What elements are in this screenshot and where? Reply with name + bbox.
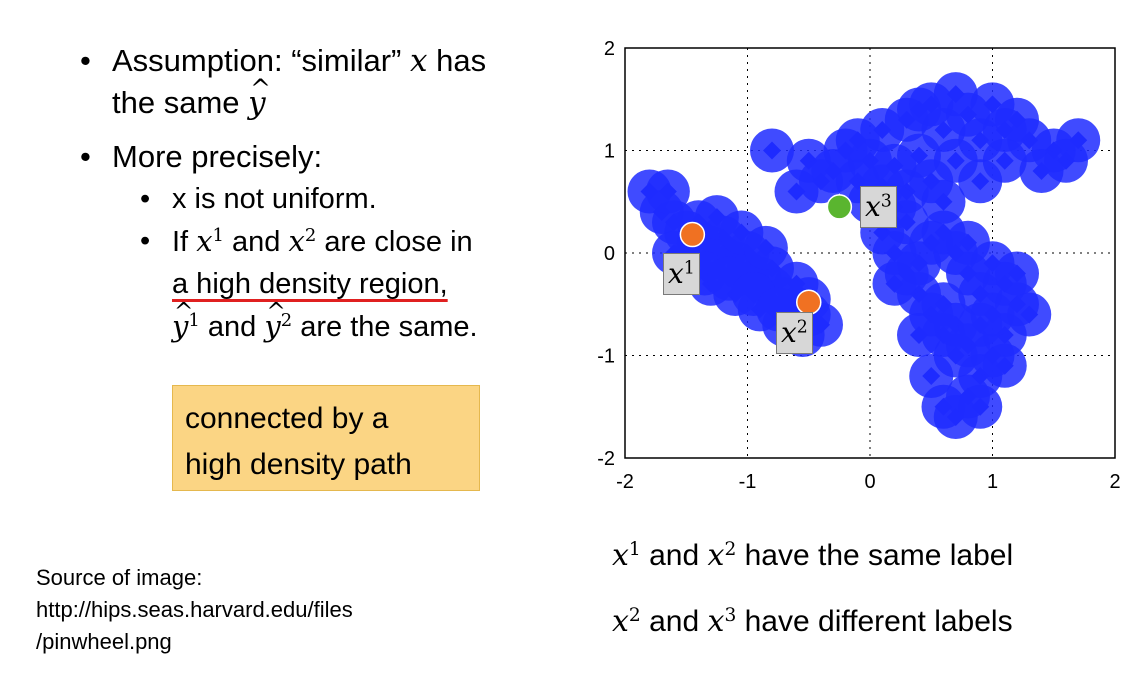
x-tick-label: 0: [864, 471, 875, 493]
density-cloud: [995, 97, 1039, 142]
assumption-line2: the same: [112, 85, 240, 120]
bullet-list: • Assumption: “similar” x has the same y…: [80, 40, 580, 348]
note-line-1: connected by a: [185, 402, 389, 435]
image-source: Source of image: http://hips.seas.harvar…: [36, 562, 353, 658]
source-label: Source of image:: [36, 565, 203, 590]
math-x2: x2: [612, 604, 641, 639]
y-tick-label: 1: [604, 141, 615, 163]
math-x: x: [410, 43, 428, 79]
caption-rest: have different labels: [744, 605, 1013, 638]
density-path-note: connected by a high density path: [172, 385, 480, 491]
source-url-line-2: /pinwheel.png: [36, 629, 172, 654]
bullet-dot: •: [80, 43, 91, 78]
density-cloud: [995, 251, 1039, 296]
x-tick-label: 1: [987, 471, 998, 493]
density-cloud: [774, 169, 819, 214]
label-x1: x1: [663, 253, 700, 295]
caption-different-labels: x2 and x3 have different labels: [612, 604, 1013, 639]
x-tick-label: 2: [1109, 471, 1120, 493]
source-url-line-1: http://hips.seas.harvard.edu/files: [36, 597, 353, 622]
density-cloud: [1019, 149, 1064, 193]
note-line-2: high density path: [185, 448, 412, 481]
math-x1: x1: [612, 538, 641, 573]
label-x3: x3: [860, 186, 897, 228]
precisely-text: More precisely:: [112, 139, 323, 174]
label-x2: x2: [776, 312, 813, 354]
x-tick-label: -1: [739, 471, 757, 493]
density-cloud: [835, 118, 880, 163]
math-x2: x2: [288, 224, 317, 258]
density-cloud: [982, 343, 1027, 388]
and-text: and: [232, 226, 281, 258]
density-cloud: [946, 220, 990, 265]
caption-rest: have the same label: [744, 539, 1014, 572]
math-x3: x3: [707, 604, 737, 639]
assumption-mid: has: [436, 43, 487, 78]
density-region-text: a high density region,: [172, 268, 448, 300]
caption-same-label: x1 and x2 have the same label: [612, 538, 1013, 573]
density-cloud: [1056, 118, 1101, 163]
and-text-2: and: [207, 311, 257, 343]
bullet-dot: •: [80, 139, 91, 174]
bullet-dot: •: [140, 183, 151, 215]
math-yhat1: y1: [172, 291, 200, 343]
highlight-point-x2: [796, 289, 822, 315]
math-yhat: y: [248, 68, 270, 124]
density-cloud: [982, 138, 1027, 183]
math-yhat2: y2: [264, 291, 292, 343]
sub-bullet-density: • If x1 and x2 are close in a high densi…: [140, 220, 580, 348]
density-cloud: [958, 302, 1003, 347]
y-tick-label: 0: [604, 243, 615, 265]
density-cloud: [1007, 292, 1052, 337]
uniform-text: x is not uniform.: [172, 183, 377, 215]
pinwheel-scatter-plot: -2 -1 0 1 2 -2 -1 0 1 2: [597, 38, 1120, 493]
close-text: are close in: [324, 226, 473, 258]
x-tick-label: -2: [616, 471, 634, 493]
density-cloud: [872, 261, 917, 306]
caption-and: and: [649, 605, 700, 638]
sub-bullet-uniform: • x is not uniform.: [140, 178, 580, 220]
density-cloud: [897, 313, 941, 357]
math-x1: x1: [196, 224, 224, 258]
y-tick-label: -1: [597, 346, 615, 368]
bullet-assumption: • Assumption: “similar” x has the same y: [80, 40, 580, 124]
math-x2: x2: [707, 538, 737, 573]
density-cloud: [921, 179, 966, 224]
density-cloud: [750, 128, 794, 173]
bullet-dot: •: [140, 225, 151, 257]
density-cloud: [958, 384, 1003, 429]
highlight-point-x1: [679, 221, 706, 248]
caption-and: and: [649, 539, 700, 572]
y-tick-label: 2: [604, 38, 615, 60]
highlight-point-x3: [826, 194, 853, 220]
y-tick-label: -2: [597, 448, 615, 470]
density-cloud: [897, 87, 941, 132]
density-cloud: [645, 169, 690, 214]
bullet-precisely: • More precisely:: [80, 136, 580, 178]
density-cloud: [743, 225, 788, 270]
same-text: are the same.: [300, 311, 478, 343]
if-text: If: [172, 226, 189, 258]
